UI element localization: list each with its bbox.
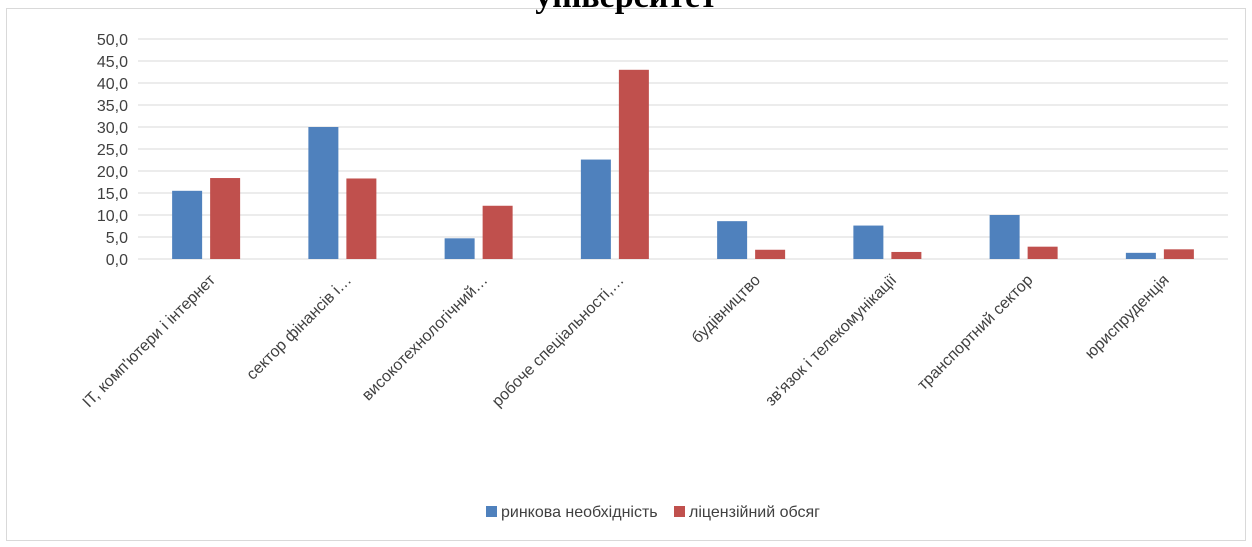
x-tick-label: зв'язок і телекомунікації [762, 271, 900, 409]
y-tick-label: 50,0 [97, 32, 128, 49]
bar-series-1 [308, 127, 339, 259]
y-tick-label: 45,0 [97, 54, 128, 71]
y-tick-label: 10,0 [97, 208, 128, 225]
legend-label: ліцензійний обсяг [689, 504, 820, 521]
bar-series-1 [1125, 252, 1156, 259]
legend-swatch [486, 506, 497, 517]
bar-series-2 [482, 205, 513, 259]
x-tick-label: високотехнологічний… [359, 272, 491, 404]
y-tick-label: 40,0 [97, 76, 128, 93]
bar-series-1 [444, 238, 475, 259]
bar-series-2 [1027, 246, 1058, 259]
x-tick-label: юриспруденція [1082, 272, 1173, 363]
y-tick-label: 35,0 [97, 98, 128, 115]
x-tick-label: будівництво [689, 272, 764, 347]
bar-series-2 [755, 249, 786, 259]
y-tick-label: 15,0 [97, 186, 128, 203]
chart-title: університет [0, 0, 1252, 16]
bar-series-1 [580, 159, 611, 259]
x-tick-label: транспортний сектор [914, 272, 1036, 394]
bar-series-2 [891, 251, 922, 259]
bar-series-1 [853, 225, 884, 259]
y-tick-label: 30,0 [97, 120, 128, 137]
legend-swatch [674, 506, 685, 517]
legend-label: ринкова необхідність [501, 504, 658, 521]
bar-series-2 [1163, 249, 1194, 259]
x-tick-label: робоче спеціальності,… [489, 272, 628, 411]
x-tick-label: сектор фінансів і… [244, 272, 356, 384]
bar-series-1 [172, 190, 203, 259]
bar-series-1 [989, 215, 1020, 259]
x-tick-label: ІТ, комп'ютери і інтернет [80, 271, 220, 411]
bar-series-2 [210, 178, 241, 259]
chart-frame [6, 8, 1246, 541]
bar-series-1 [717, 221, 748, 259]
y-tick-label: 5,0 [106, 230, 128, 247]
y-tick-label: 20,0 [97, 164, 128, 181]
y-tick-label: 25,0 [97, 142, 128, 159]
bar-series-2 [618, 69, 649, 259]
bar-series-2 [346, 178, 377, 259]
y-tick-label: 0,0 [106, 252, 128, 269]
